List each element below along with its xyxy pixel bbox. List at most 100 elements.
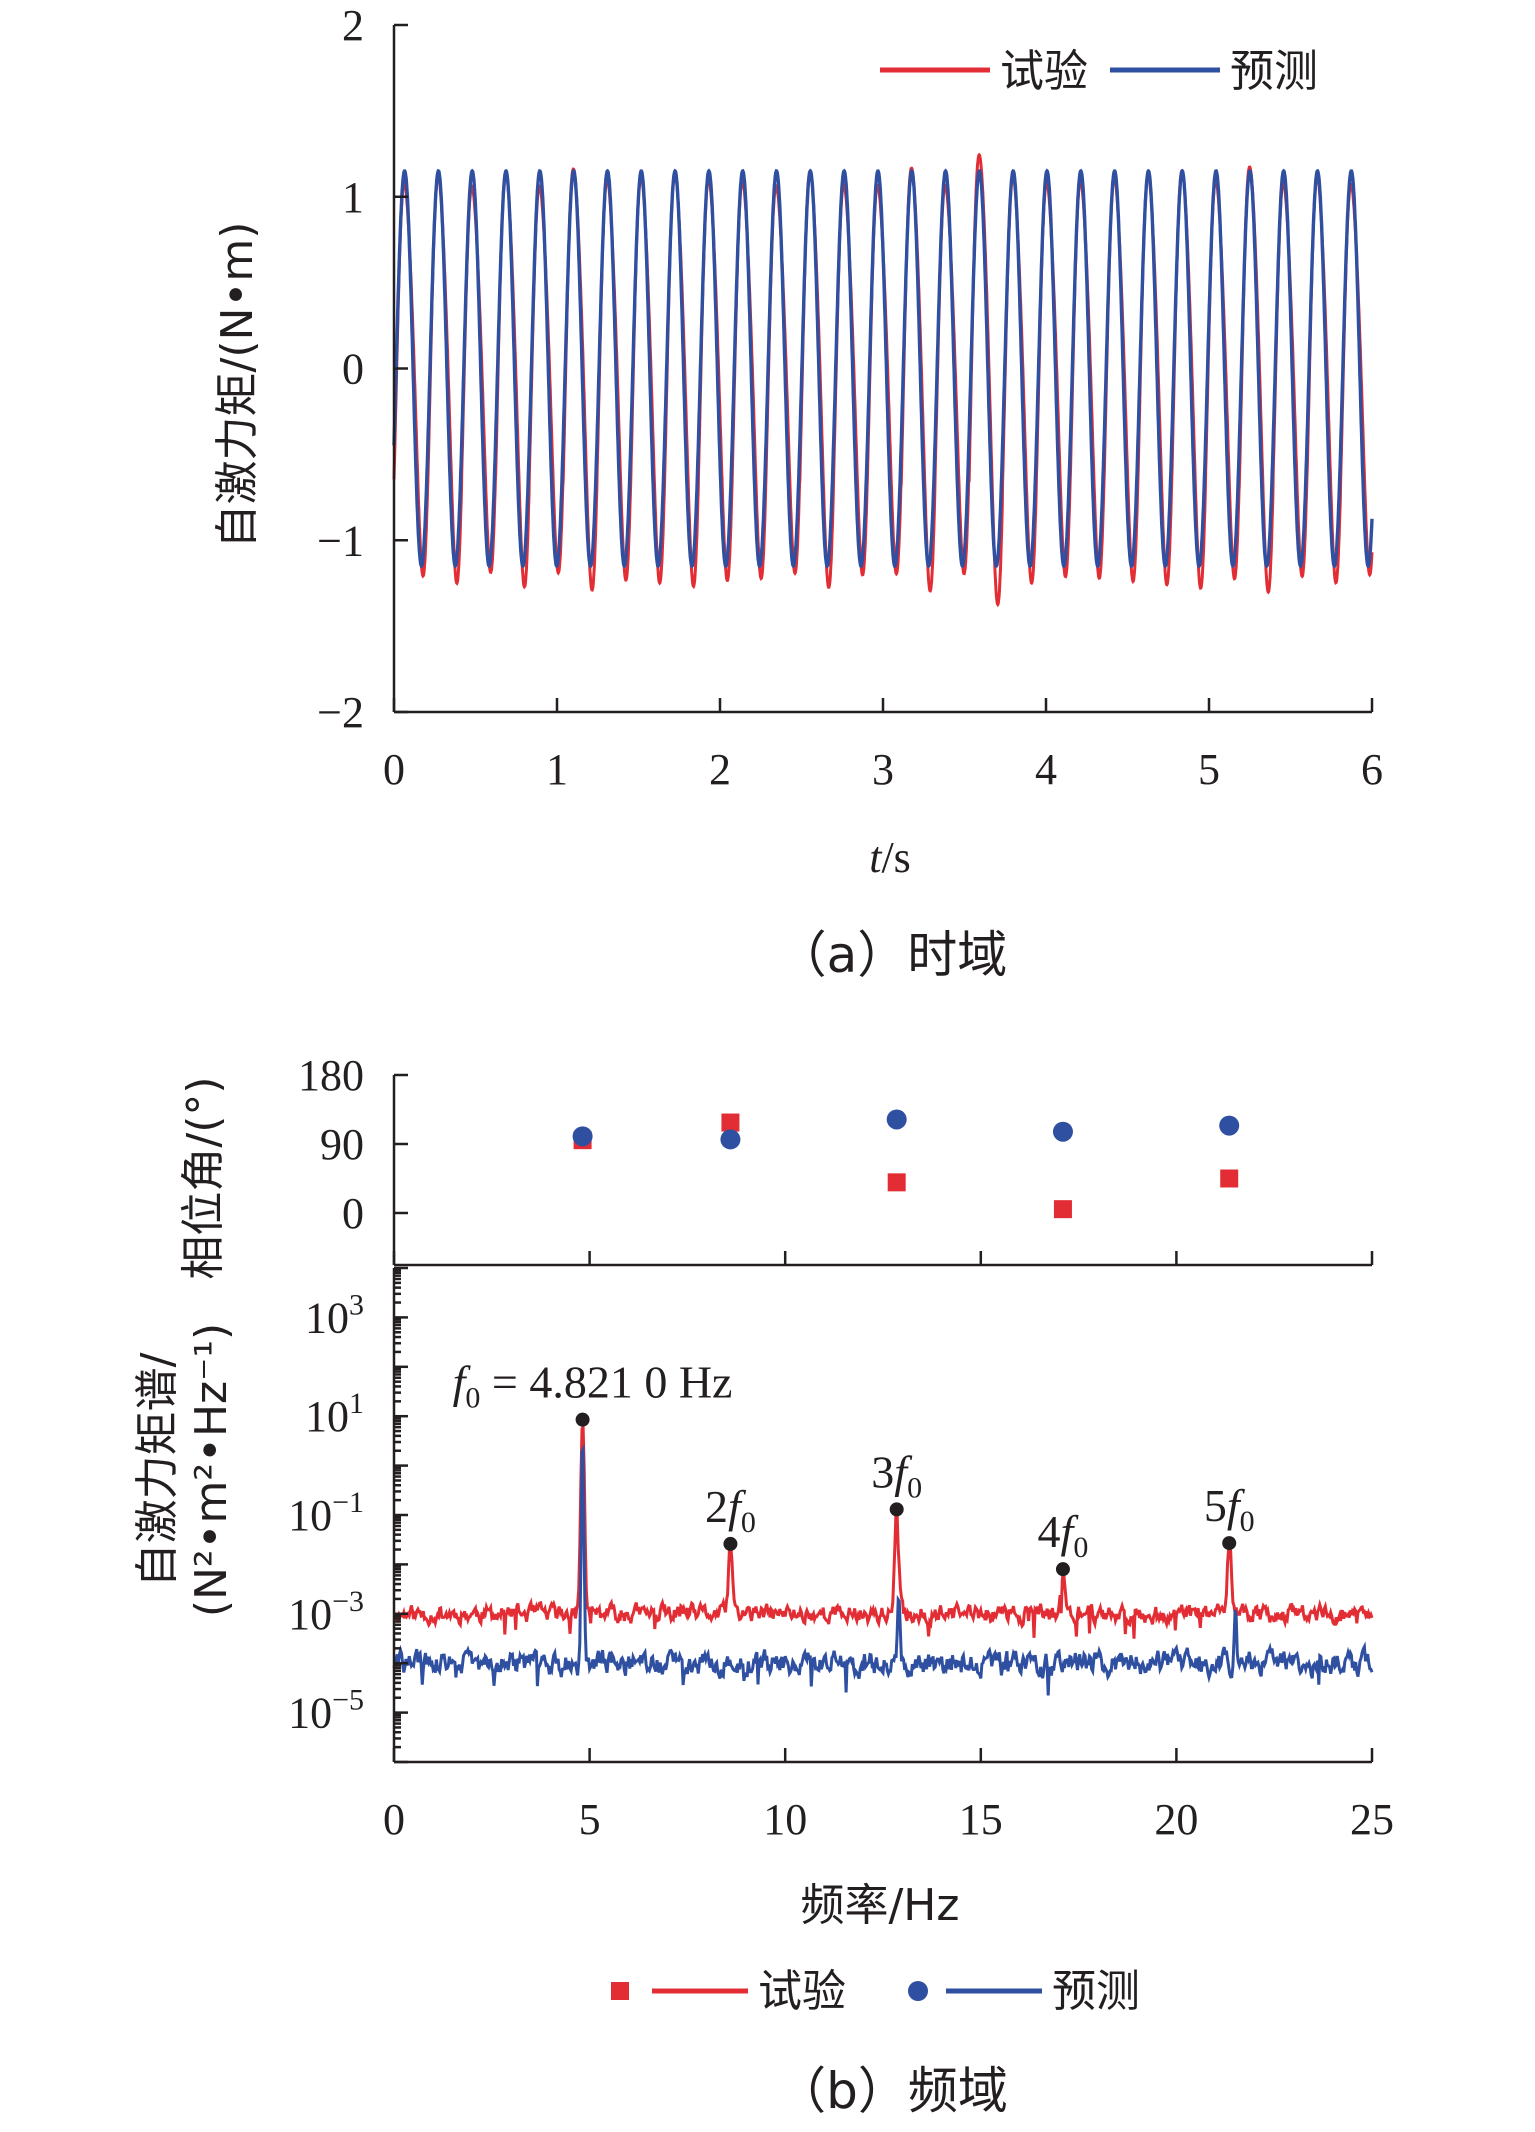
spectrum-peak-dot bbox=[1055, 1562, 1070, 1577]
phase-marker-test bbox=[1220, 1169, 1239, 1188]
spectrum-annotations: f0 = 4.821 0 Hz 2f0 3f0 4f0 5f0 bbox=[453, 1357, 1255, 1577]
time-x-axis-symbol: t bbox=[869, 833, 883, 882]
spectrum-y-tick-label: 10−5 bbox=[288, 1684, 364, 1738]
time-series-group bbox=[392, 152, 1374, 608]
phase-marker-prediction bbox=[1219, 1115, 1240, 1136]
time-x-tick-label: 6 bbox=[1361, 745, 1383, 794]
annotation-subscript: 0 bbox=[1073, 1531, 1088, 1564]
spectrum-peak-annotation: 4f0 bbox=[1038, 1506, 1089, 1564]
spectrum-x-tick-label: 20 bbox=[1154, 1795, 1198, 1844]
phase-marker-test bbox=[721, 1113, 740, 1132]
spectrum-x-tick-label: 10 bbox=[763, 1795, 807, 1844]
phase-marker-test bbox=[887, 1173, 906, 1192]
spectrum-peak-dot bbox=[1222, 1536, 1237, 1551]
spectrum-x-tick-label: 25 bbox=[1350, 1795, 1394, 1844]
time-tick-labels: 0 1 2 3 4 5 6 2 1 0 −1 −2 bbox=[317, 1, 1383, 794]
time-x-axis-label: t/s bbox=[869, 833, 911, 882]
tick-exponent: −5 bbox=[332, 1684, 364, 1717]
tick-base: 10 bbox=[288, 1689, 332, 1738]
time-y-tick-label: 0 bbox=[342, 345, 364, 394]
time-y-tick-label: 2 bbox=[342, 1, 364, 50]
panel-phase: 180 90 0 相位角/(°) bbox=[178, 1051, 1374, 1280]
spectrum-x-tick-label: 0 bbox=[383, 1795, 405, 1844]
time-legend: 试验 预测 bbox=[880, 46, 1318, 97]
time-y-tick-label: −2 bbox=[317, 688, 364, 737]
legend-square-marker-test bbox=[611, 1982, 629, 2000]
tick-exponent: −1 bbox=[332, 1486, 364, 1519]
phase-y-tick-label: 180 bbox=[298, 1051, 364, 1100]
annotation-value: = 4.821 0 Hz bbox=[480, 1357, 732, 1408]
spectrum-y-tick-label: 10−1 bbox=[288, 1486, 364, 1540]
annotation-subscript: 0 bbox=[465, 1382, 480, 1415]
spectrum-peak-annotation: 3f0 bbox=[871, 1446, 922, 1504]
time-x-tick-label: 2 bbox=[709, 745, 731, 794]
series-line-prediction bbox=[392, 168, 1374, 569]
annotation-subscript: 0 bbox=[1240, 1505, 1255, 1538]
spectrum-y-axis-label-line2: (N²•m²•Hz⁻¹) bbox=[186, 1323, 237, 1617]
time-axes bbox=[392, 23, 1374, 714]
annotation-multiplier: 3 bbox=[871, 1446, 894, 1497]
legend-label-test-b: 试验 bbox=[758, 1966, 846, 2017]
spectrum-x-tick-label: 15 bbox=[959, 1795, 1003, 1844]
tick-exponent: −3 bbox=[332, 1585, 364, 1618]
spectrum-y-axis-label-line1: 自激力矩谱/ bbox=[132, 1352, 183, 1587]
spectrum-x-tick-label: 5 bbox=[579, 1795, 601, 1844]
spectrum-x-axis-label: 频率/Hz bbox=[800, 1880, 959, 1931]
caption-time-domain: （a）时域 bbox=[777, 926, 1008, 984]
phase-y-tick-label: 90 bbox=[320, 1120, 364, 1169]
spectrum-line-test bbox=[393, 1425, 1374, 1639]
annotation-subscript: 0 bbox=[907, 1471, 922, 1504]
panel-time-domain: 0 1 2 3 4 5 6 2 1 0 −1 −2 自激力矩/(N•m) t/s 试验 预测 （a）时… bbox=[212, 1, 1383, 984]
spectrum-peak-annotation: 2f0 bbox=[705, 1481, 756, 1539]
phase-marker-prediction bbox=[1052, 1121, 1073, 1142]
spectrum-axes bbox=[392, 1266, 1374, 1764]
spectrum-line-prediction bbox=[392, 1443, 1374, 1696]
time-x-tick-label: 1 bbox=[546, 745, 568, 794]
spectrum-y-tick-label: 103 bbox=[305, 1288, 364, 1342]
time-y-axis-label: 自激力矩/(N•m) bbox=[212, 222, 263, 549]
tick-base: 10 bbox=[288, 1590, 332, 1639]
time-y-tick-label: −1 bbox=[317, 516, 364, 565]
phase-axes bbox=[392, 1073, 1374, 1267]
caption-frequency-domain: （b）频域 bbox=[776, 2062, 1008, 2120]
annotation-multiplier: 2 bbox=[705, 1481, 728, 1532]
annotation-subscript: 0 bbox=[741, 1506, 756, 1539]
phase-marker-prediction bbox=[572, 1126, 593, 1147]
annotation-multiplier: 5 bbox=[1204, 1480, 1227, 1531]
phase-marker-test bbox=[1053, 1200, 1072, 1219]
phase-marker-prediction bbox=[720, 1129, 741, 1150]
time-y-tick-label: 1 bbox=[342, 173, 364, 222]
tick-base: 10 bbox=[305, 1293, 349, 1342]
phase-tick-labels: 180 90 0 bbox=[298, 1051, 364, 1238]
spectrum-series-group bbox=[392, 1425, 1374, 1696]
time-x-tick-label: 4 bbox=[1035, 745, 1057, 794]
annotation-multiplier: 4 bbox=[1038, 1506, 1061, 1557]
time-x-tick-label: 3 bbox=[872, 745, 894, 794]
spectrum-y-tick-label: 101 bbox=[305, 1387, 364, 1441]
legend-label-pred-b: 预测 bbox=[1052, 1966, 1140, 2017]
spectrum-peak-dot bbox=[723, 1536, 738, 1551]
spectrum-legend: 试验 预测 bbox=[611, 1966, 1140, 2017]
spectrum-peak-annotation: 5f0 bbox=[1204, 1480, 1255, 1538]
tick-exponent: 1 bbox=[349, 1387, 364, 1420]
phase-y-tick-label: 0 bbox=[342, 1189, 364, 1238]
time-x-tick-label: 0 bbox=[383, 745, 405, 794]
phase-y-axis-label: 相位角/(°) bbox=[178, 1076, 229, 1279]
phase-markers bbox=[572, 1109, 1240, 1219]
legend-label-pred: 预测 bbox=[1230, 46, 1318, 97]
tick-base: 10 bbox=[305, 1392, 349, 1441]
legend-label-test: 试验 bbox=[1000, 46, 1088, 97]
time-x-axis-unit: /s bbox=[881, 833, 910, 882]
phase-marker-prediction bbox=[886, 1109, 907, 1130]
spectrum-y-tick-label: 10−3 bbox=[288, 1585, 364, 1639]
spectrum-peak-annotation: f0 = 4.821 0 Hz bbox=[453, 1357, 733, 1415]
legend-circle-marker-pred bbox=[908, 1981, 928, 2001]
spectrum-peak-dot bbox=[889, 1502, 904, 1517]
tick-exponent: 3 bbox=[349, 1288, 364, 1321]
tick-base: 10 bbox=[288, 1491, 332, 1540]
spectrum-peak-dot bbox=[575, 1412, 590, 1427]
time-x-tick-label: 5 bbox=[1198, 745, 1220, 794]
